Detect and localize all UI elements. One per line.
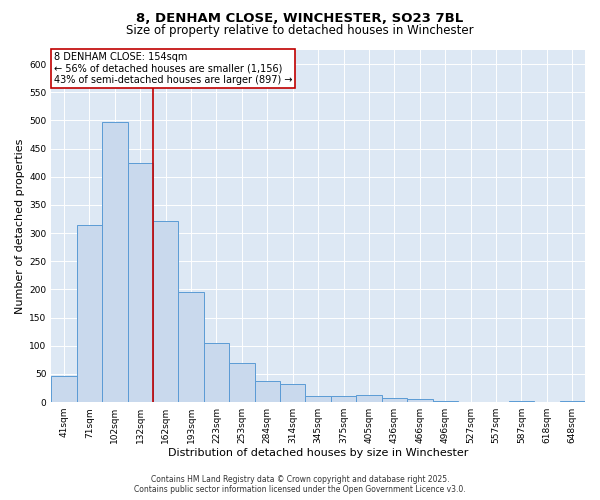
X-axis label: Distribution of detached houses by size in Winchester: Distribution of detached houses by size … [168,448,469,458]
Bar [229,362,254,402]
Bar [77,225,102,402]
Bar [204,343,229,402]
Bar [560,401,585,402]
Text: Contains HM Land Registry data © Crown copyright and database right 2025.
Contai: Contains HM Land Registry data © Crown c… [134,474,466,494]
Bar [128,163,153,402]
Bar [382,398,407,402]
Bar [51,376,77,402]
Bar [280,384,305,402]
Text: 8, DENHAM CLOSE, WINCHESTER, SO23 7BL: 8, DENHAM CLOSE, WINCHESTER, SO23 7BL [136,12,464,26]
Text: Size of property relative to detached houses in Winchester: Size of property relative to detached ho… [126,24,474,37]
Bar [305,396,331,402]
Y-axis label: Number of detached properties: Number of detached properties [15,138,25,314]
Bar [356,396,382,402]
Bar [178,292,204,402]
Bar [102,122,128,402]
Bar [433,401,458,402]
Bar [331,396,356,402]
Bar [407,400,433,402]
Text: 8 DENHAM CLOSE: 154sqm
← 56% of detached houses are smaller (1,156)
43% of semi-: 8 DENHAM CLOSE: 154sqm ← 56% of detached… [54,52,292,85]
Bar [254,380,280,402]
Bar [153,222,178,402]
Bar [509,401,534,402]
